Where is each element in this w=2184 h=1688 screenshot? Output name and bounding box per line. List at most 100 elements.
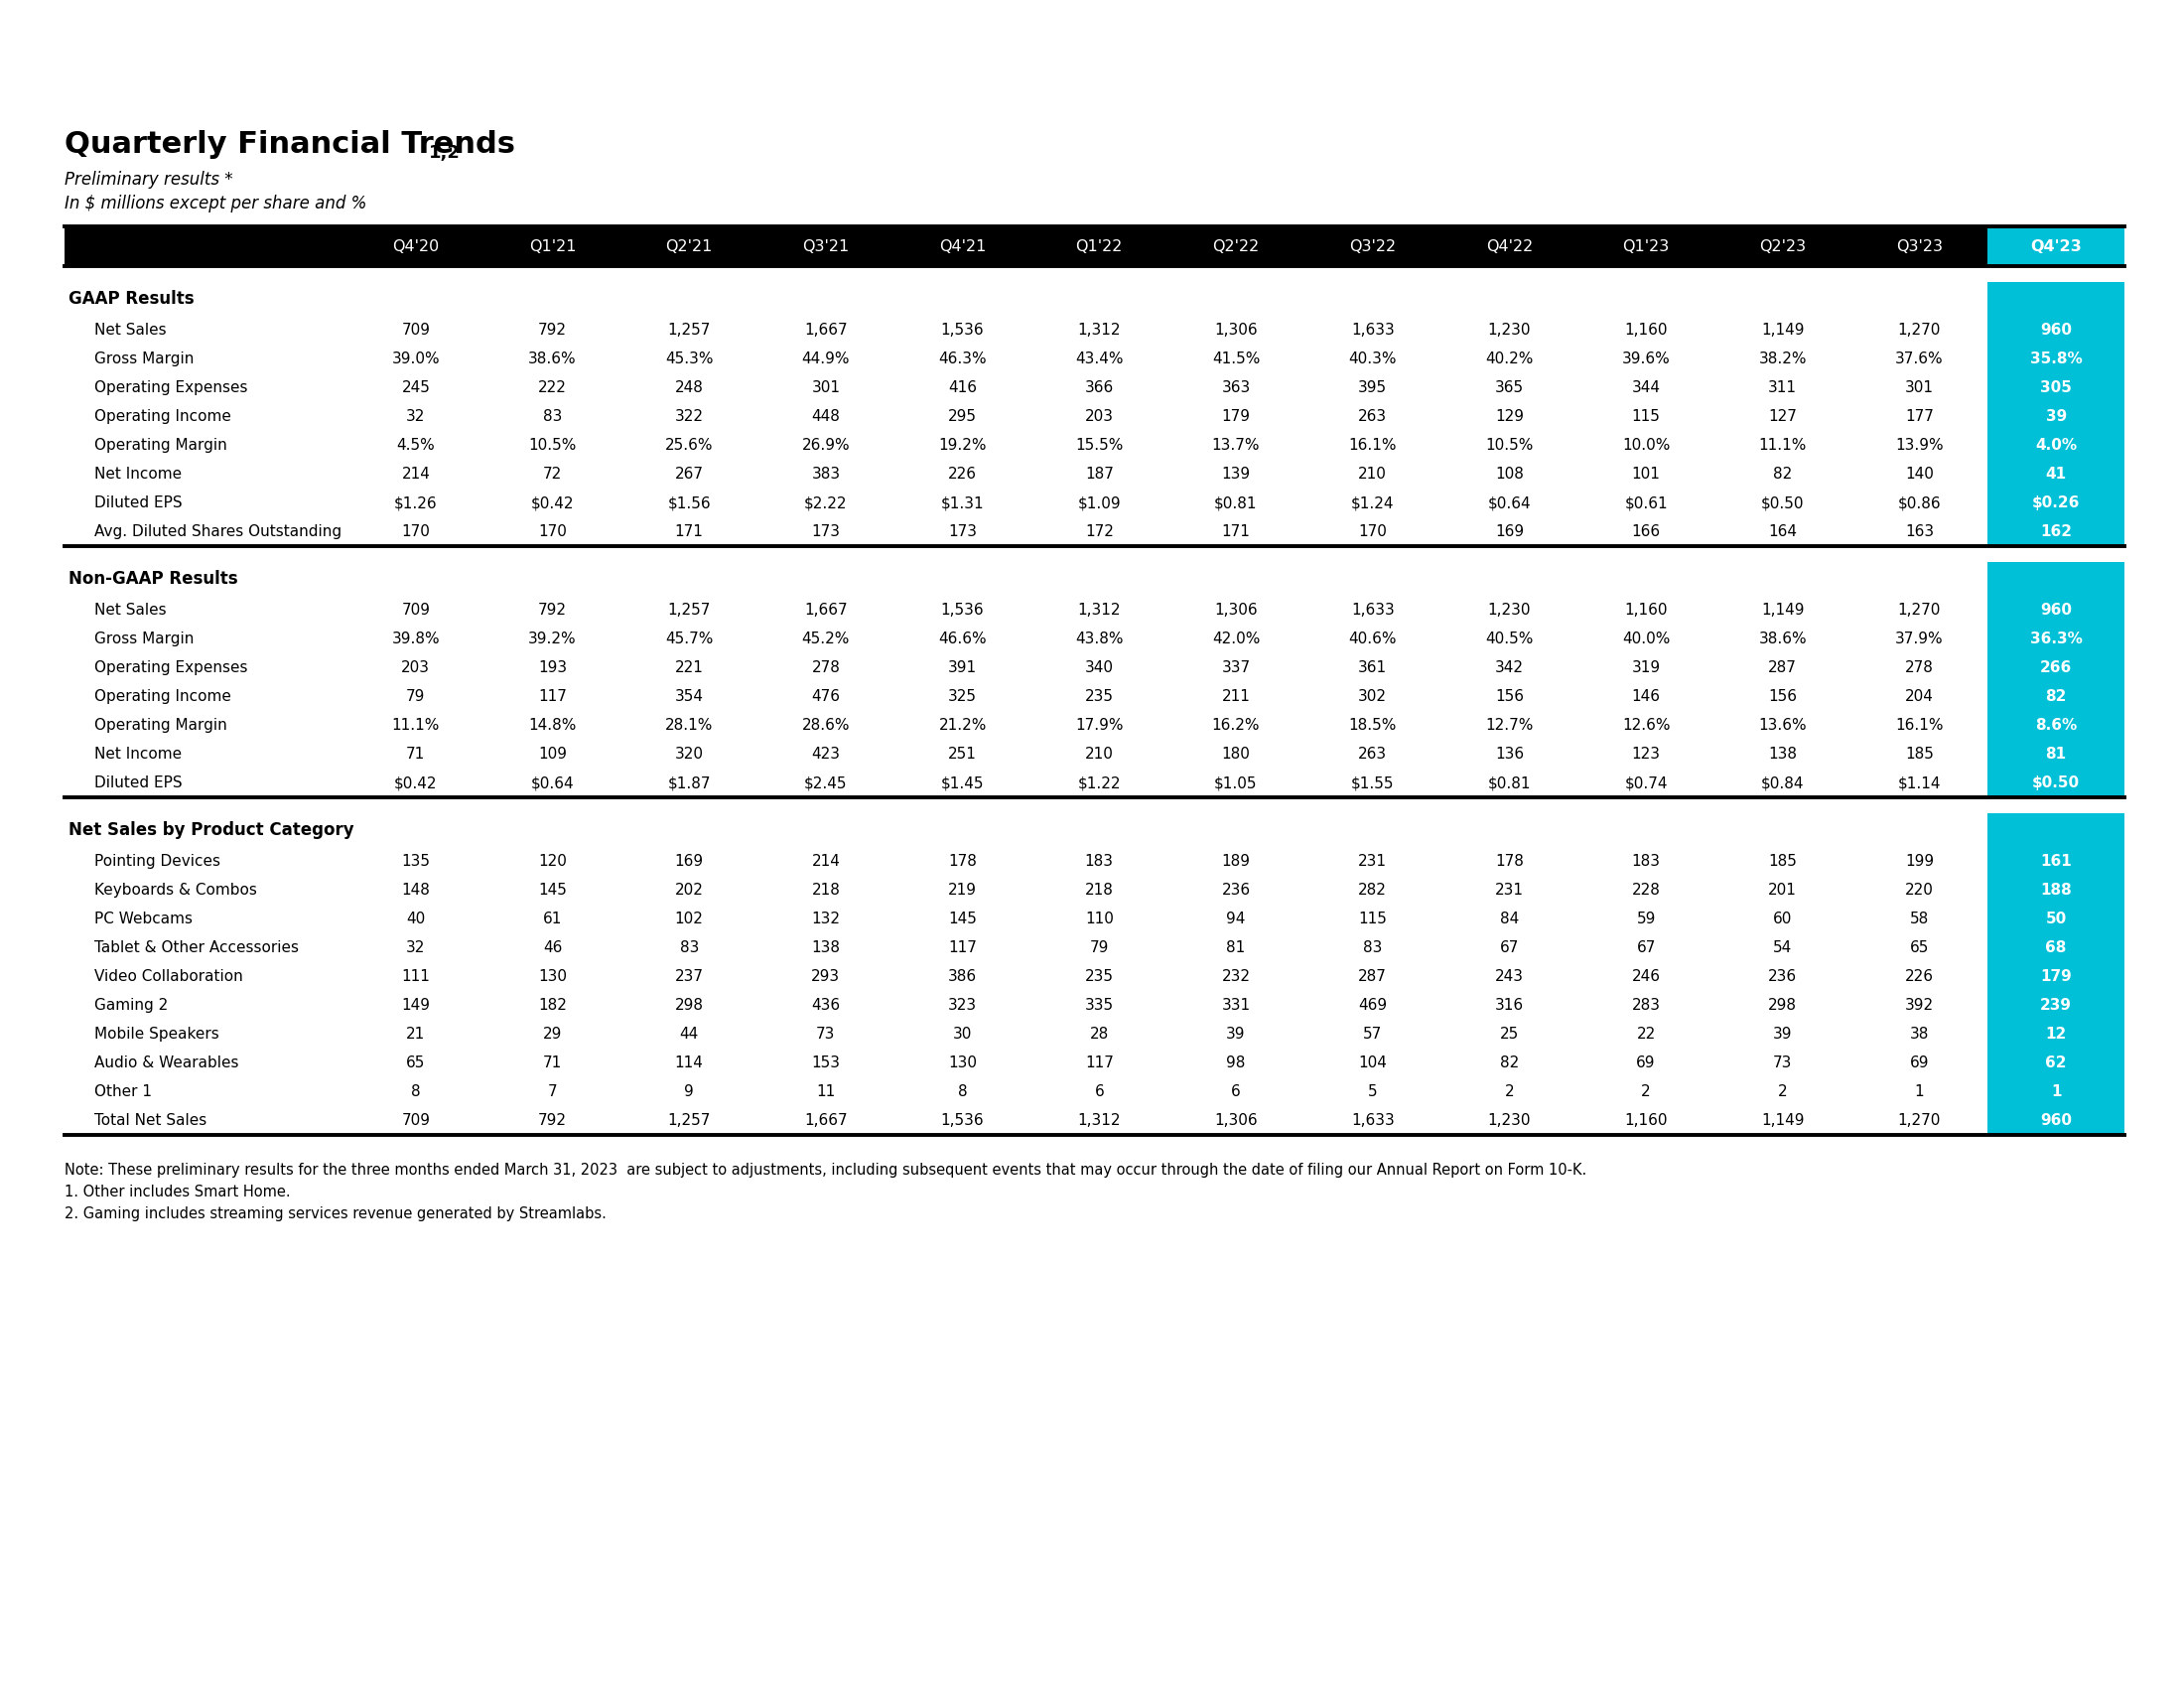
Text: 40.5%: 40.5% <box>1485 631 1533 647</box>
Text: 45.3%: 45.3% <box>666 351 714 366</box>
Text: 138: 138 <box>812 940 841 955</box>
Text: 39.6%: 39.6% <box>1623 351 1671 366</box>
Text: 476: 476 <box>812 689 841 704</box>
Text: 82: 82 <box>2046 689 2066 704</box>
Text: 153: 153 <box>812 1055 841 1070</box>
Text: 709: 709 <box>402 1112 430 1128</box>
Text: 363: 363 <box>1221 380 1251 395</box>
Text: 182: 182 <box>537 998 568 1013</box>
Text: 298: 298 <box>1769 998 1797 1013</box>
Text: 448: 448 <box>812 408 841 424</box>
Bar <box>1987 596 2125 625</box>
Text: $1.24: $1.24 <box>1352 496 1393 510</box>
Text: 416: 416 <box>948 380 976 395</box>
Text: 101: 101 <box>1631 466 1660 481</box>
Text: Quarterly Financial Trends: Quarterly Financial Trends <box>66 130 515 159</box>
Text: 30: 30 <box>952 1026 972 1041</box>
Text: 19.2%: 19.2% <box>939 437 987 452</box>
Text: 293: 293 <box>812 969 841 984</box>
Text: 331: 331 <box>1221 998 1251 1013</box>
Text: Q2'21: Q2'21 <box>666 238 712 253</box>
Text: 25.6%: 25.6% <box>666 437 714 452</box>
Text: 104: 104 <box>1358 1055 1387 1070</box>
Bar <box>1987 847 2125 876</box>
Text: 161: 161 <box>2040 854 2073 869</box>
Text: 8.6%: 8.6% <box>2035 717 2077 733</box>
Bar <box>66 226 2125 267</box>
Text: Pointing Devices: Pointing Devices <box>94 854 221 869</box>
Text: 69: 69 <box>1636 1055 1655 1070</box>
Text: $0.81: $0.81 <box>1214 496 1258 510</box>
Text: 231: 231 <box>1494 883 1524 898</box>
Text: 1,160: 1,160 <box>1625 603 1669 618</box>
Text: 45.7%: 45.7% <box>666 631 714 647</box>
Text: 709: 709 <box>402 603 430 618</box>
Text: 231: 231 <box>1358 854 1387 869</box>
Text: 41.5%: 41.5% <box>1212 351 1260 366</box>
Text: 130: 130 <box>537 969 568 984</box>
Text: 386: 386 <box>948 969 976 984</box>
Text: Net Sales by Product Category: Net Sales by Product Category <box>68 820 354 839</box>
Text: 136: 136 <box>1494 746 1524 761</box>
Text: 193: 193 <box>537 660 568 675</box>
Text: 10.5%: 10.5% <box>1485 437 1533 452</box>
Text: 220: 220 <box>1904 883 1933 898</box>
Text: 59: 59 <box>1636 912 1655 927</box>
Bar <box>1987 226 2125 267</box>
Text: 28: 28 <box>1090 1026 1109 1041</box>
Text: 11.1%: 11.1% <box>1758 437 1806 452</box>
Bar <box>1987 768 2125 797</box>
Text: 43.8%: 43.8% <box>1075 631 1123 647</box>
Text: 81: 81 <box>1227 940 1245 955</box>
Bar <box>1987 562 2125 596</box>
Text: 236: 236 <box>1221 883 1251 898</box>
Bar <box>1987 739 2125 768</box>
Text: 10.0%: 10.0% <box>1623 437 1671 452</box>
Text: $0.64: $0.64 <box>531 775 574 790</box>
Text: 1,312: 1,312 <box>1077 1112 1120 1128</box>
Bar <box>1987 905 2125 933</box>
Text: 236: 236 <box>1769 969 1797 984</box>
Text: 171: 171 <box>1221 525 1249 538</box>
Text: 156: 156 <box>1494 689 1524 704</box>
Text: $0.74: $0.74 <box>1625 775 1669 790</box>
Text: 145: 145 <box>537 883 568 898</box>
Text: 37.9%: 37.9% <box>1896 631 1944 647</box>
Text: Q4'21: Q4'21 <box>939 238 987 253</box>
Text: 218: 218 <box>812 883 841 898</box>
Text: 28.1%: 28.1% <box>666 717 714 733</box>
Text: 251: 251 <box>948 746 976 761</box>
Text: 173: 173 <box>948 525 976 538</box>
Text: 218: 218 <box>1085 883 1114 898</box>
Text: 221: 221 <box>675 660 703 675</box>
Text: 44: 44 <box>679 1026 699 1041</box>
Text: 2: 2 <box>1778 1084 1787 1099</box>
Text: 395: 395 <box>1358 380 1387 395</box>
Text: Operating Expenses: Operating Expenses <box>94 380 247 395</box>
Text: 199: 199 <box>1904 854 1933 869</box>
Text: 361: 361 <box>1358 660 1387 675</box>
Text: 115: 115 <box>1631 408 1660 424</box>
Text: 39: 39 <box>1225 1026 1245 1041</box>
Text: 245: 245 <box>402 380 430 395</box>
Text: 239: 239 <box>2040 998 2073 1013</box>
Text: 302: 302 <box>1358 689 1387 704</box>
Text: 1,257: 1,257 <box>668 603 710 618</box>
Text: Avg. Diluted Shares Outstanding: Avg. Diluted Shares Outstanding <box>94 525 341 538</box>
Text: 243: 243 <box>1494 969 1524 984</box>
Text: 6: 6 <box>1094 1084 1105 1099</box>
Text: 71: 71 <box>406 746 426 761</box>
Text: 28.6%: 28.6% <box>802 717 850 733</box>
Text: 16.1%: 16.1% <box>1348 437 1398 452</box>
Text: 183: 183 <box>1631 854 1660 869</box>
Text: Audio & Wearables: Audio & Wearables <box>94 1055 238 1070</box>
Text: 164: 164 <box>1769 525 1797 538</box>
Text: 210: 210 <box>1358 466 1387 481</box>
Text: 40: 40 <box>406 912 426 927</box>
Bar <box>1987 1106 2125 1134</box>
Text: 203: 203 <box>402 660 430 675</box>
Text: 2: 2 <box>1505 1084 1514 1099</box>
Bar <box>1987 1077 2125 1106</box>
Text: 2: 2 <box>1640 1084 1651 1099</box>
Text: 156: 156 <box>1769 689 1797 704</box>
